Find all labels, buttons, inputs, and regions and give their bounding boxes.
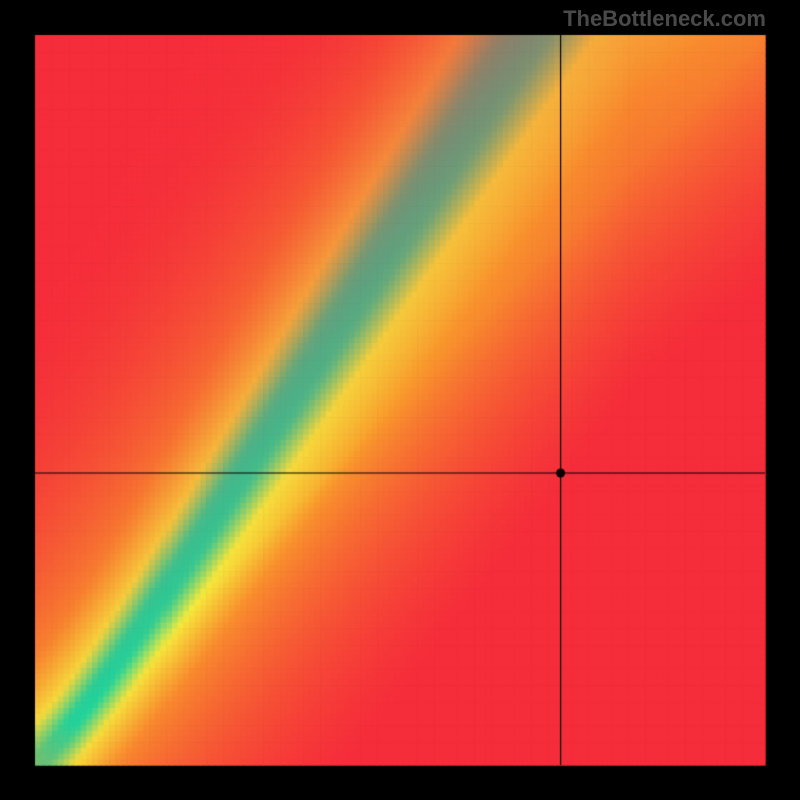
bottleneck-heatmap	[0, 0, 800, 800]
watermark-text: TheBottleneck.com	[563, 6, 766, 32]
